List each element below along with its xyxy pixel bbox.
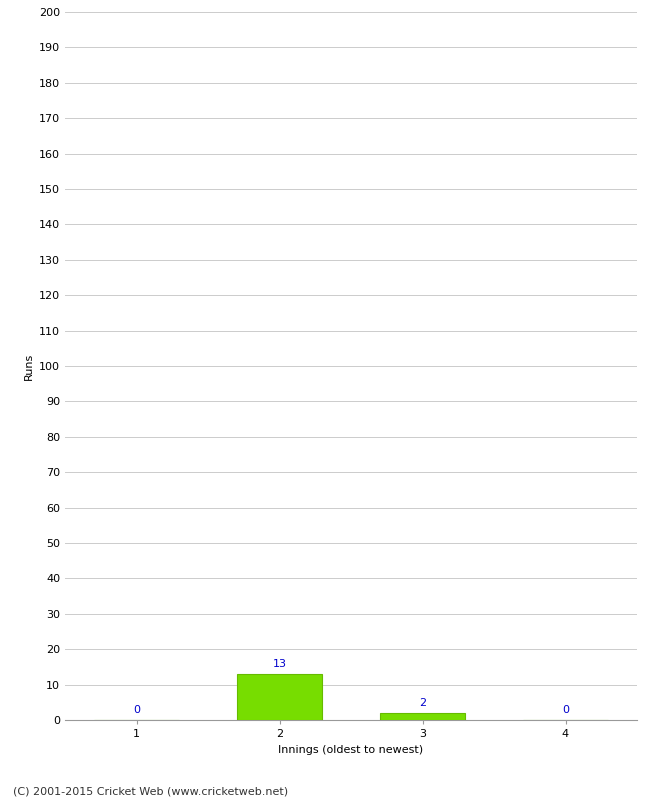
Text: 0: 0 (562, 705, 569, 714)
Bar (380, 713, 465, 720)
Text: (C) 2001-2015 Cricket Web (www.cricketweb.net): (C) 2001-2015 Cricket Web (www.cricketwe… (13, 786, 288, 796)
Text: 2: 2 (419, 698, 426, 708)
X-axis label: Innings (oldest to newest): Innings (oldest to newest) (278, 745, 424, 754)
Text: 13: 13 (272, 658, 287, 669)
Bar (237, 674, 322, 720)
Y-axis label: Runs: Runs (23, 352, 33, 380)
Text: 0: 0 (133, 705, 140, 714)
